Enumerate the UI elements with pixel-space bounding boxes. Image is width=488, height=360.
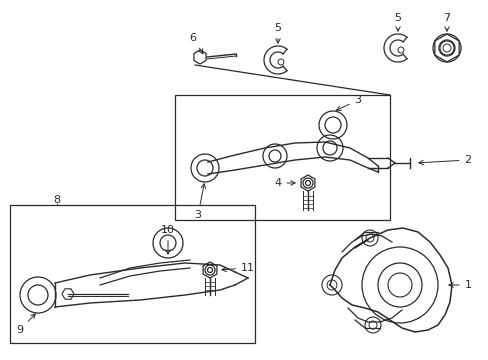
Text: 10: 10 — [161, 225, 175, 254]
Text: 7: 7 — [443, 13, 449, 31]
Text: 6: 6 — [189, 33, 203, 54]
Bar — [175, 95, 389, 220]
Bar — [10, 205, 254, 343]
Text: 1: 1 — [448, 280, 470, 290]
Text: 4: 4 — [274, 178, 295, 188]
Text: 2: 2 — [418, 155, 470, 165]
Text: 11: 11 — [222, 263, 254, 273]
Text: 5: 5 — [394, 13, 401, 31]
Text: 5: 5 — [274, 23, 281, 43]
Text: 8: 8 — [53, 195, 61, 205]
Text: 3: 3 — [194, 184, 205, 220]
Text: 3: 3 — [336, 95, 361, 111]
Text: 9: 9 — [17, 314, 35, 335]
